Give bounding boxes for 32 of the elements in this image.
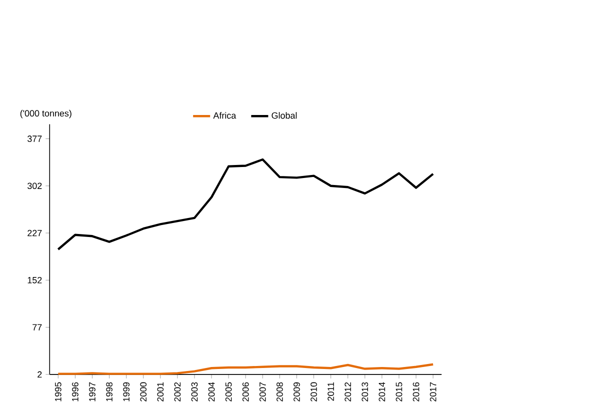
y-tick-label: 77: [32, 324, 42, 331]
x-tick-label: 2009: [294, 382, 300, 402]
legend-label: Africa: [213, 112, 236, 119]
x-tick-label: 2010: [310, 382, 317, 402]
x-tick-label: 2017: [430, 382, 436, 402]
x-tick-label: 2005: [225, 382, 232, 402]
y-tick-label: 227: [28, 230, 42, 236]
y-tick-label: 2: [38, 372, 42, 378]
x-tick-label: 2008: [276, 382, 283, 402]
x-tick-label: 2015: [396, 382, 402, 402]
x-tick-label: 2014: [378, 382, 386, 402]
x-tick-label: 1995: [54, 382, 62, 402]
x-tick-label: 1998: [106, 382, 112, 402]
x-tick-label: 1999: [123, 382, 130, 402]
x-tick-label: 2006: [242, 382, 249, 402]
x-tick-label: 2003: [191, 382, 198, 402]
x-tick-label: 2000: [140, 382, 147, 402]
x-tick-label: 2013: [362, 382, 368, 402]
y-tick-label: 377: [28, 136, 42, 142]
x-tick-label: 1996: [72, 382, 78, 402]
x-tick-label: 2007: [259, 382, 266, 402]
x-tick-label: 2001: [157, 382, 164, 402]
y-axis-title: ('000 tonnes): [20, 110, 72, 118]
y-tick-label: 152: [28, 277, 42, 284]
x-tick-label: 1997: [89, 382, 96, 402]
legend-label: Global: [272, 112, 297, 119]
x-tick-label: 2011: [328, 382, 334, 401]
x-tick-label: 2016: [412, 382, 420, 402]
x-tick-label: 2002: [174, 382, 181, 402]
x-tick-label: 2012: [344, 382, 352, 402]
y-tick-label: 302: [28, 182, 42, 190]
x-tick-label: 2004: [208, 382, 215, 402]
